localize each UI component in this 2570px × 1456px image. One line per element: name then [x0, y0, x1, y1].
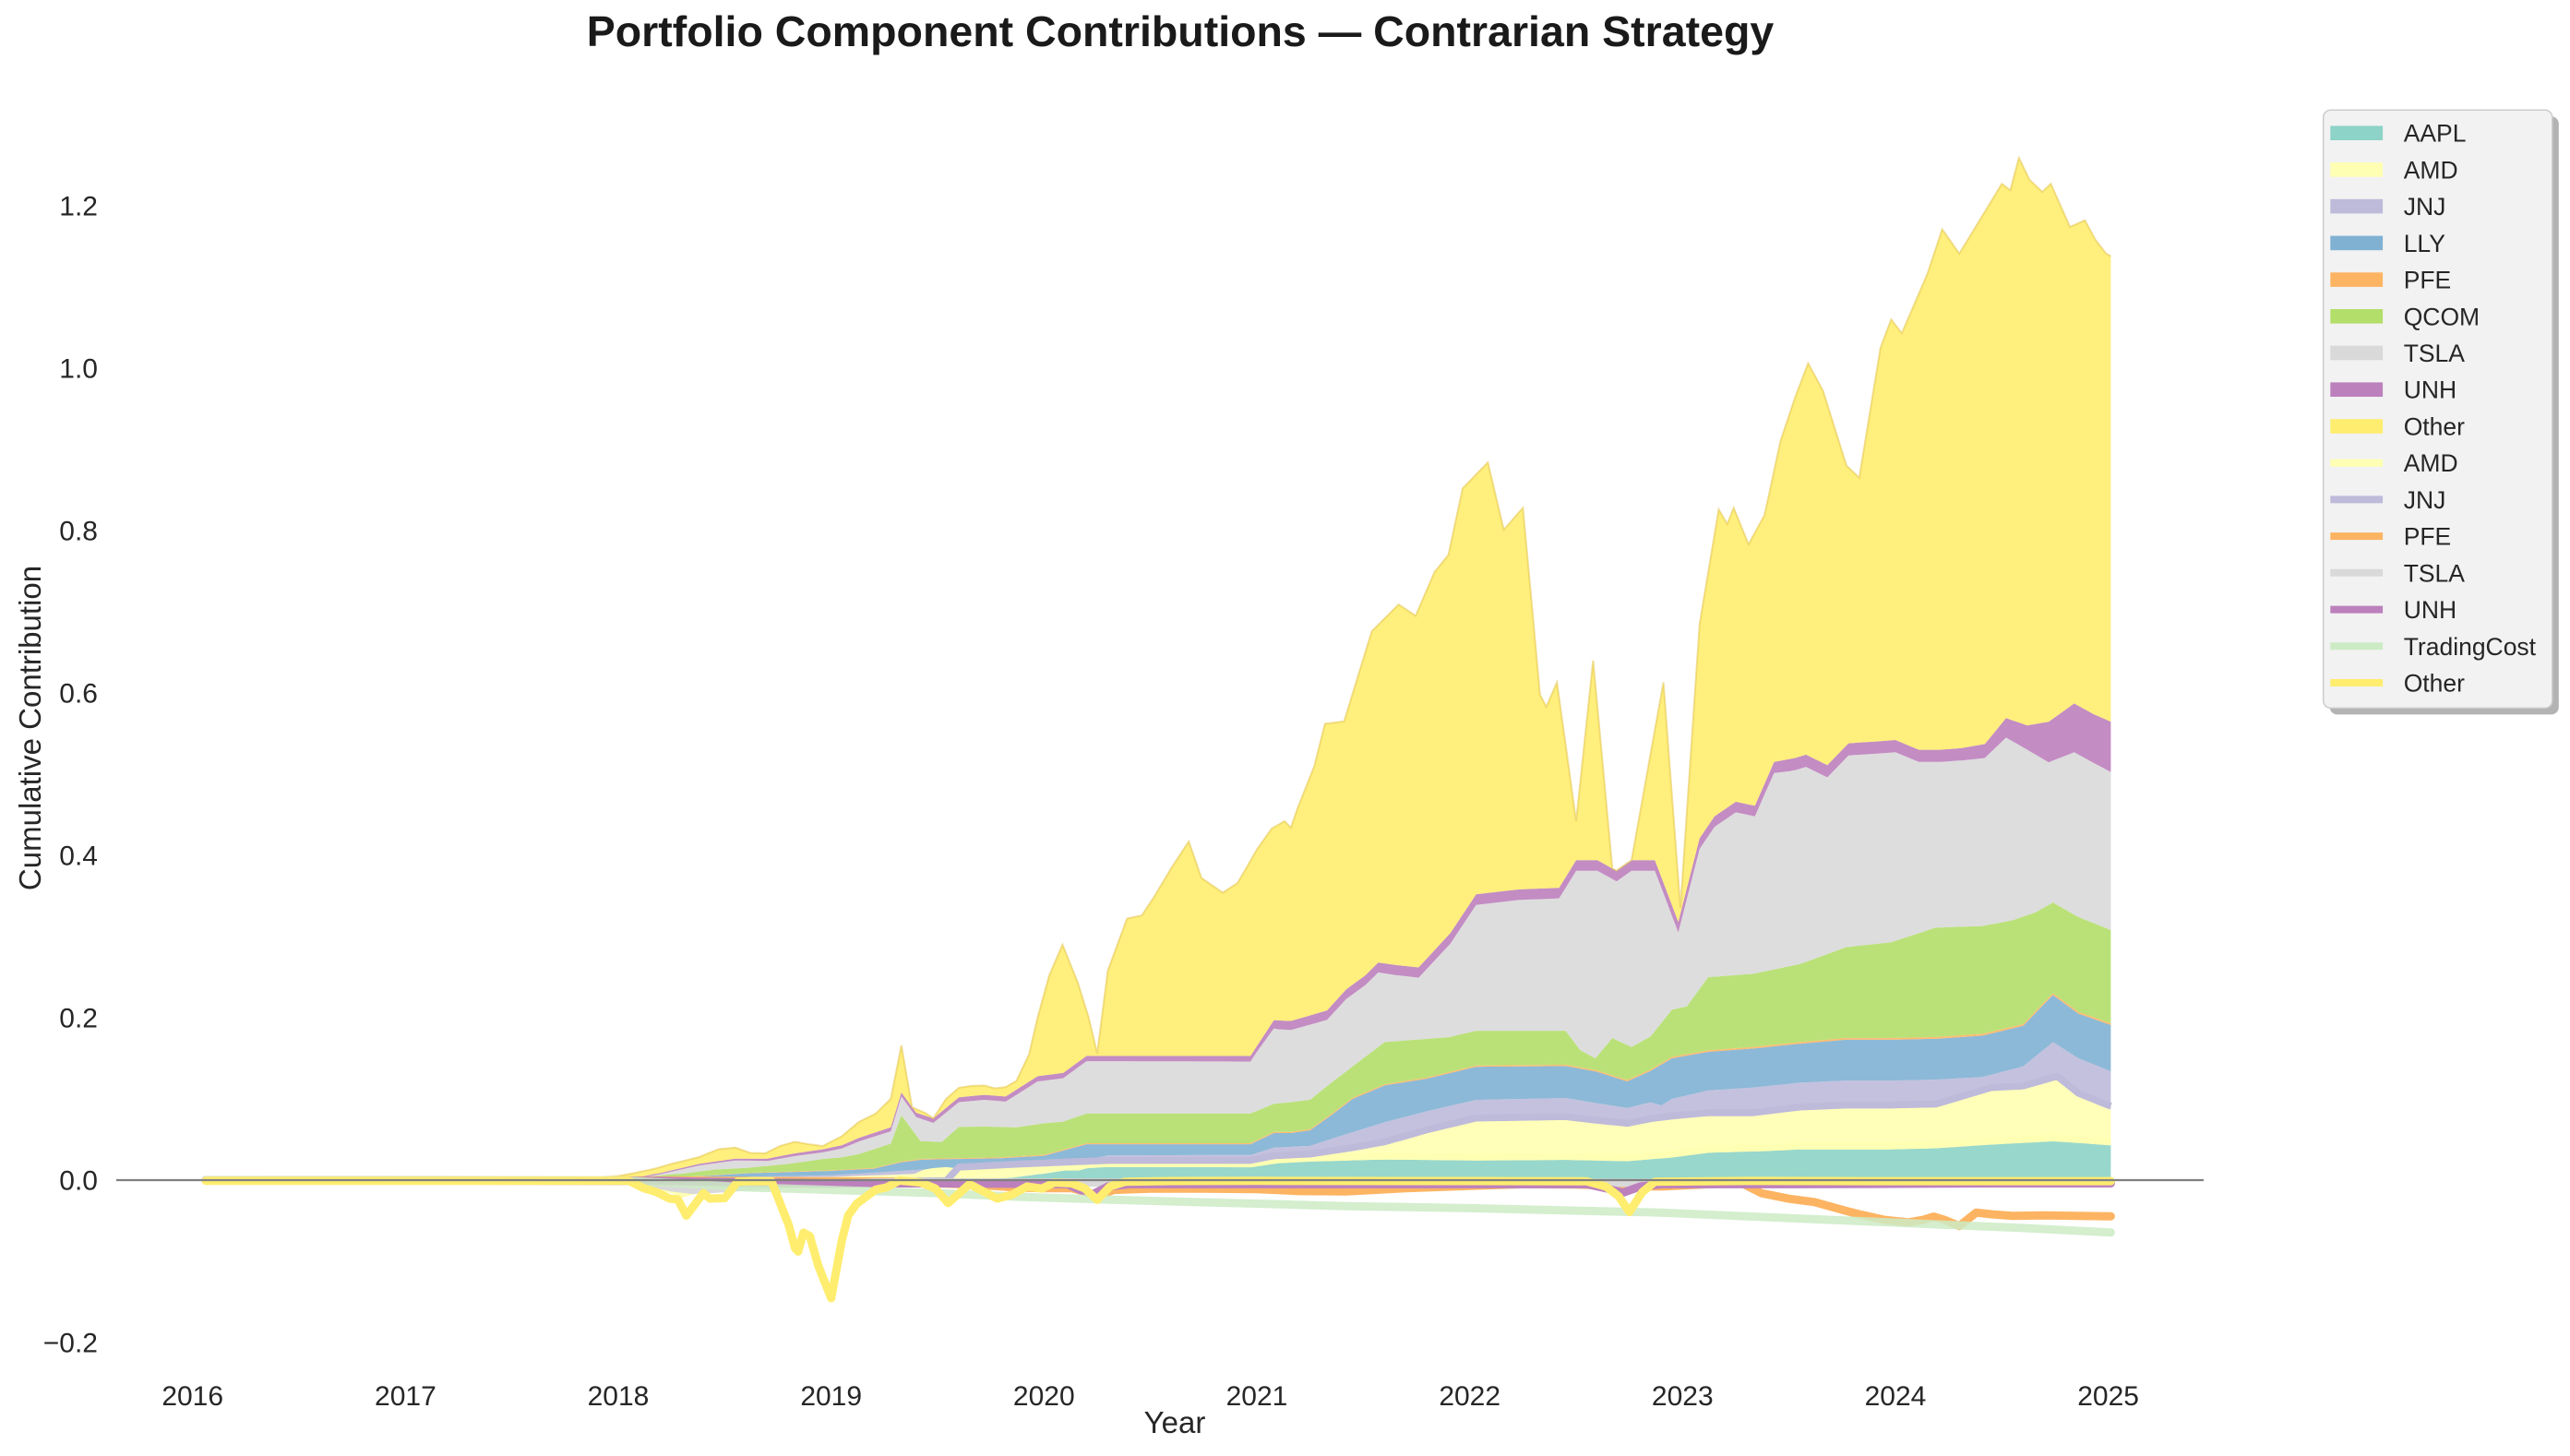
svg-text:2022: 2022: [1439, 1381, 1500, 1412]
svg-text:TradingCost: TradingCost: [2404, 633, 2537, 661]
svg-text:UNH: UNH: [2404, 376, 2456, 404]
svg-text:TSLA: TSLA: [2404, 559, 2466, 587]
svg-text:JNJ: JNJ: [2404, 193, 2446, 221]
svg-text:AAPL: AAPL: [2404, 120, 2467, 148]
svg-text:2018: 2018: [588, 1381, 650, 1412]
svg-text:TSLA: TSLA: [2404, 340, 2466, 367]
svg-text:JNJ: JNJ: [2404, 486, 2446, 514]
svg-text:2016: 2016: [161, 1381, 223, 1412]
svg-text:2023: 2023: [1652, 1381, 1714, 1412]
svg-text:−0.2: −0.2: [43, 1329, 98, 1359]
svg-text:UNH: UNH: [2404, 596, 2456, 624]
svg-text:PFE: PFE: [2404, 267, 2452, 294]
svg-text:PFE: PFE: [2404, 523, 2452, 551]
svg-text:AMD: AMD: [2404, 156, 2458, 184]
svg-text:Other: Other: [2404, 670, 2465, 698]
svg-text:0.4: 0.4: [59, 841, 98, 872]
svg-text:2025: 2025: [2077, 1381, 2139, 1412]
svg-text:0.6: 0.6: [59, 679, 98, 710]
svg-text:QCOM: QCOM: [2404, 303, 2480, 330]
svg-text:Portfolio Component Contributi: Portfolio Component Contributions — Cont…: [587, 7, 1775, 55]
svg-text:0.0: 0.0: [59, 1166, 98, 1197]
svg-text:Year: Year: [1144, 1405, 1206, 1439]
svg-text:2019: 2019: [800, 1381, 862, 1412]
svg-text:2017: 2017: [375, 1381, 436, 1412]
svg-text:AMD: AMD: [2404, 449, 2458, 477]
svg-text:2020: 2020: [1013, 1381, 1075, 1412]
svg-text:1.2: 1.2: [59, 192, 98, 222]
svg-text:1.0: 1.0: [59, 354, 98, 385]
svg-text:Other: Other: [2404, 413, 2465, 441]
svg-text:Cumulative Contribution: Cumulative Contribution: [13, 566, 47, 890]
svg-text:LLY: LLY: [2404, 230, 2446, 257]
svg-text:0.2: 0.2: [59, 1004, 98, 1034]
svg-text:2024: 2024: [1865, 1381, 1927, 1412]
svg-text:0.8: 0.8: [59, 517, 98, 547]
svg-text:2021: 2021: [1226, 1381, 1288, 1412]
